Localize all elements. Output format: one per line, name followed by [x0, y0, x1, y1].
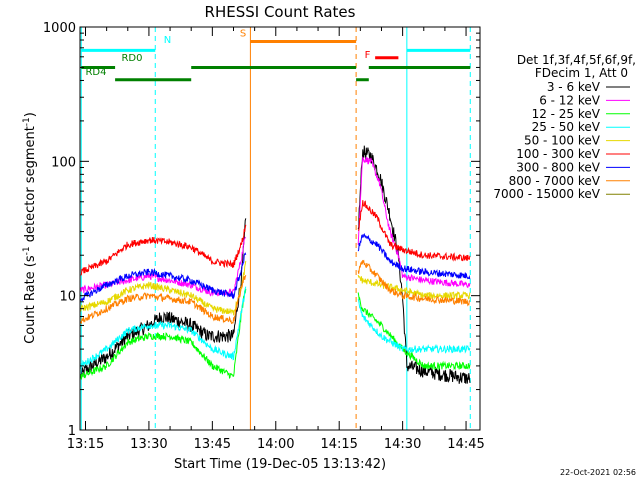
x-tick-label-3: 14:00 — [257, 437, 294, 452]
y-tick-label-0: 1 — [68, 424, 76, 439]
x-tick-label-1: 13:30 — [130, 437, 167, 452]
chart-title: RHESSI Count Rates — [205, 3, 356, 21]
attenuator-label-0: RD0 — [121, 53, 142, 64]
series-0-segment-1 — [357, 145, 471, 384]
plot-frame — [79, 26, 481, 431]
legend-label-8: 7000 - 15000 keV — [493, 187, 600, 201]
series-2-segment-0 — [80, 288, 247, 380]
x-tick-label-0: 13:15 — [67, 437, 104, 452]
series-3-segment-1 — [357, 298, 471, 354]
y-tick-label-1: 10 — [59, 290, 76, 305]
series-4-segment-0 — [80, 260, 247, 316]
attenuator-label-1: RD4 — [85, 67, 106, 78]
legend-label-0: 3 - 6 keV — [547, 80, 601, 94]
series-6-segment-1 — [357, 233, 471, 280]
legend-label-1: 6 - 12 keV — [539, 93, 601, 107]
series-7-segment-0 — [80, 275, 247, 325]
series-5-segment-0 — [80, 224, 247, 276]
legend: Det 1f,3f,4f,5f,6f,9f, FDecim 1, Att 0 3… — [493, 53, 636, 201]
legend-label-5: 100 - 300 keV — [516, 147, 600, 161]
y-axis-label: Count Rate (s-1 detector segment-1) — [22, 112, 38, 344]
x-axis-label: Start Time (19-Dec-05 13:13:42) — [174, 457, 386, 472]
x-tick-label-6: 14:45 — [447, 437, 484, 452]
series-1-segment-0 — [80, 236, 246, 298]
saa-label: S — [240, 28, 246, 39]
series-2-segment-1 — [357, 292, 471, 371]
timestamp: 22-Oct-2021 02:56 — [560, 468, 636, 477]
series-7-segment-1 — [357, 259, 471, 307]
x-tick-label-2: 13:45 — [194, 437, 231, 452]
legend-label-6: 300 - 800 keV — [516, 160, 600, 174]
legend-header-line-1: Det 1f,3f,4f,5f,6f,9f, — [517, 53, 636, 67]
x-tick-label-4: 14:15 — [320, 437, 357, 452]
decimation-label: N — [164, 35, 171, 46]
y-tick-label-3: 1000 — [43, 21, 76, 36]
series-0-segment-0 — [80, 218, 247, 379]
legend-label-4: 50 - 100 keV — [524, 134, 601, 148]
legend-label-3: 25 - 50 keV — [532, 120, 601, 134]
series-1-segment-1 — [357, 156, 471, 289]
series-3-segment-0 — [80, 286, 247, 370]
legend-header-line-2: FDecim 1, Att 0 — [535, 66, 628, 80]
flare-label: F — [365, 50, 371, 61]
legend-label-2: 12 - 25 keV — [532, 107, 601, 121]
series-5-segment-1 — [357, 200, 471, 262]
x-tick-label-5: 14:30 — [384, 437, 421, 452]
legend-label-7: 800 - 7000 keV — [509, 174, 601, 188]
y-tick-label-2: 100 — [51, 155, 76, 170]
series-6-segment-0 — [80, 252, 247, 302]
